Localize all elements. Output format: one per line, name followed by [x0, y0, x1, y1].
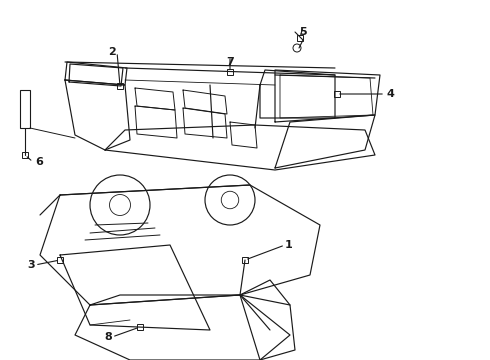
Text: 8: 8 [104, 332, 112, 342]
Bar [334, 91, 340, 97]
Text: 3: 3 [27, 260, 35, 270]
Bar [57, 257, 63, 263]
Bar [22, 152, 28, 158]
Bar [117, 83, 123, 89]
Bar [20, 90, 30, 128]
Bar [297, 35, 303, 41]
Text: 4: 4 [386, 89, 394, 99]
Bar [227, 69, 233, 75]
Text: 7: 7 [226, 57, 234, 67]
Bar [242, 257, 248, 263]
Text: 1: 1 [285, 240, 293, 250]
Text: 2: 2 [108, 47, 116, 57]
Text: 5: 5 [299, 27, 307, 37]
Bar [137, 324, 143, 330]
Text: 6: 6 [35, 157, 43, 167]
